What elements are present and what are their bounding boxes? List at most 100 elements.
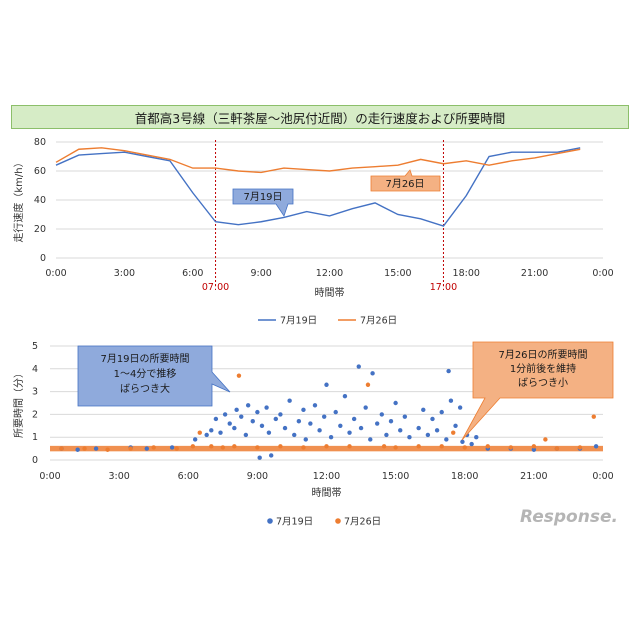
y-tick-label: 60 (34, 166, 46, 177)
y-axis-label: 所要時間（分） (13, 368, 25, 438)
scatter-point-1 (460, 439, 465, 444)
y-tick-label: 0 (40, 253, 46, 264)
scatter-point-1 (439, 409, 444, 415)
scatter-point-1 (384, 432, 389, 438)
scatter-point-2 (278, 444, 283, 449)
legend-swatch (267, 518, 273, 524)
scatter-point-2 (543, 437, 548, 442)
scatter-point-1 (321, 414, 327, 419)
scatter-point-2 (197, 430, 202, 435)
scatter-point-1 (75, 447, 80, 452)
response-logo: Response. (520, 507, 618, 527)
scatter-point-1 (474, 435, 479, 440)
y-tick-label: 2 (32, 409, 38, 420)
scatter-point-1 (144, 446, 149, 451)
scatter-point-1 (266, 430, 272, 435)
scatter-point-1 (374, 421, 380, 426)
callout-text: 7月19日の所要時間 (100, 353, 189, 365)
scatter-point-2 (236, 373, 242, 378)
scatter-point-1 (363, 405, 368, 410)
scatter-point-1 (444, 437, 449, 442)
scatter-point-1 (453, 423, 458, 428)
y-tick-label: 80 (34, 137, 46, 148)
scatter-point-1 (296, 419, 302, 424)
x-tick-label: 6:00 (178, 471, 199, 482)
scatter-point-2 (531, 444, 537, 449)
scatter-point-1 (434, 428, 440, 433)
scatter-point-2 (220, 445, 226, 450)
legend-label: 7月26日 (360, 316, 397, 327)
time-marker-label: 07:00 (202, 282, 229, 293)
x-tick-label: 21:00 (521, 268, 548, 279)
scatter-point-1 (402, 414, 408, 419)
callout-text: 1～4分で推移 (114, 367, 177, 380)
scatter-point-2 (451, 430, 456, 435)
scatter-point-1 (407, 435, 412, 440)
y-axis-label: 走行速度（km/h） (12, 157, 25, 242)
scatter-point-2 (255, 445, 260, 450)
legend-label: 7月19日 (280, 316, 317, 327)
legend-label: 7月19日 (276, 517, 313, 528)
callout-text: ばらつき小 (518, 377, 568, 389)
scatter-point-2 (347, 444, 352, 449)
scatter-point-2 (439, 444, 444, 449)
series-line-2 (55, 147, 581, 174)
y-tick-label: 20 (34, 224, 46, 235)
chart-title: 首都高3号線（三軒茶屋～池尻付近間）の走行速度および所要時間 (11, 105, 629, 129)
scatter-point-1 (245, 403, 251, 408)
scatter-point-1 (250, 419, 255, 424)
scatter-point-1 (398, 428, 403, 433)
callout-text: 1分前後を維持 (510, 362, 576, 375)
scatter-point-1 (333, 409, 338, 415)
callout-box (232, 188, 294, 217)
scatter-point-1 (448, 398, 454, 403)
callout-box (77, 345, 231, 407)
scatter-point-2 (554, 446, 560, 451)
scatter-point-1 (430, 416, 435, 422)
callout-box (370, 169, 441, 192)
scatter-point-1 (368, 437, 373, 442)
scatter-point-2 (209, 444, 214, 449)
scatter-point-1 (303, 437, 308, 442)
scatter-point-1 (234, 407, 239, 413)
scatter-point-2 (128, 446, 133, 451)
y-tick-label: 1 (32, 432, 38, 443)
x-tick-label: 0:00 (45, 268, 66, 279)
scatter-point-1 (213, 416, 219, 422)
x-tick-label: 6:00 (182, 268, 203, 279)
series-band-7月26日 (50, 445, 603, 452)
series-line-1 (55, 147, 581, 227)
scatter-point-1 (169, 445, 175, 450)
scatter-point-2 (416, 444, 421, 449)
y-tick-label: 4 (32, 364, 38, 375)
callout-text: 7月26日の所要時間 (498, 349, 587, 361)
scatter-point-1 (264, 405, 269, 410)
scatter-point-1 (457, 405, 463, 410)
scatter-point-1 (287, 398, 292, 403)
callout-text: ばらつき大 (120, 382, 170, 395)
scatter-point-1 (338, 423, 343, 428)
callout-text: 7月26日 (385, 178, 424, 190)
scatter-point-2 (59, 446, 64, 451)
x-tick-label: 0:00 (39, 471, 60, 482)
scatter-point-2 (577, 445, 583, 450)
scatter-point-1 (593, 444, 599, 449)
scatter-point-1 (421, 407, 426, 413)
scatter-point-1 (227, 421, 232, 426)
x-tick-label: 21:00 (520, 471, 547, 482)
x-tick-label: 15:00 (384, 268, 411, 279)
scatter-point-1 (204, 432, 209, 438)
time-marker-label: 17:00 (430, 282, 457, 293)
scatter-point-2 (301, 445, 306, 450)
scatter-point-2 (365, 382, 371, 387)
scatter-point-1 (282, 425, 288, 431)
scatter-point-1 (301, 407, 306, 413)
legend-swatch (335, 518, 341, 524)
scatter-point-2 (485, 444, 490, 449)
y-tick-label: 0 (32, 455, 38, 466)
scatter-point-1 (370, 371, 375, 376)
scatter-point-1 (425, 432, 431, 438)
scatter-point-1 (469, 441, 474, 447)
callout-box (461, 341, 614, 441)
scatter-point-1 (351, 416, 357, 422)
